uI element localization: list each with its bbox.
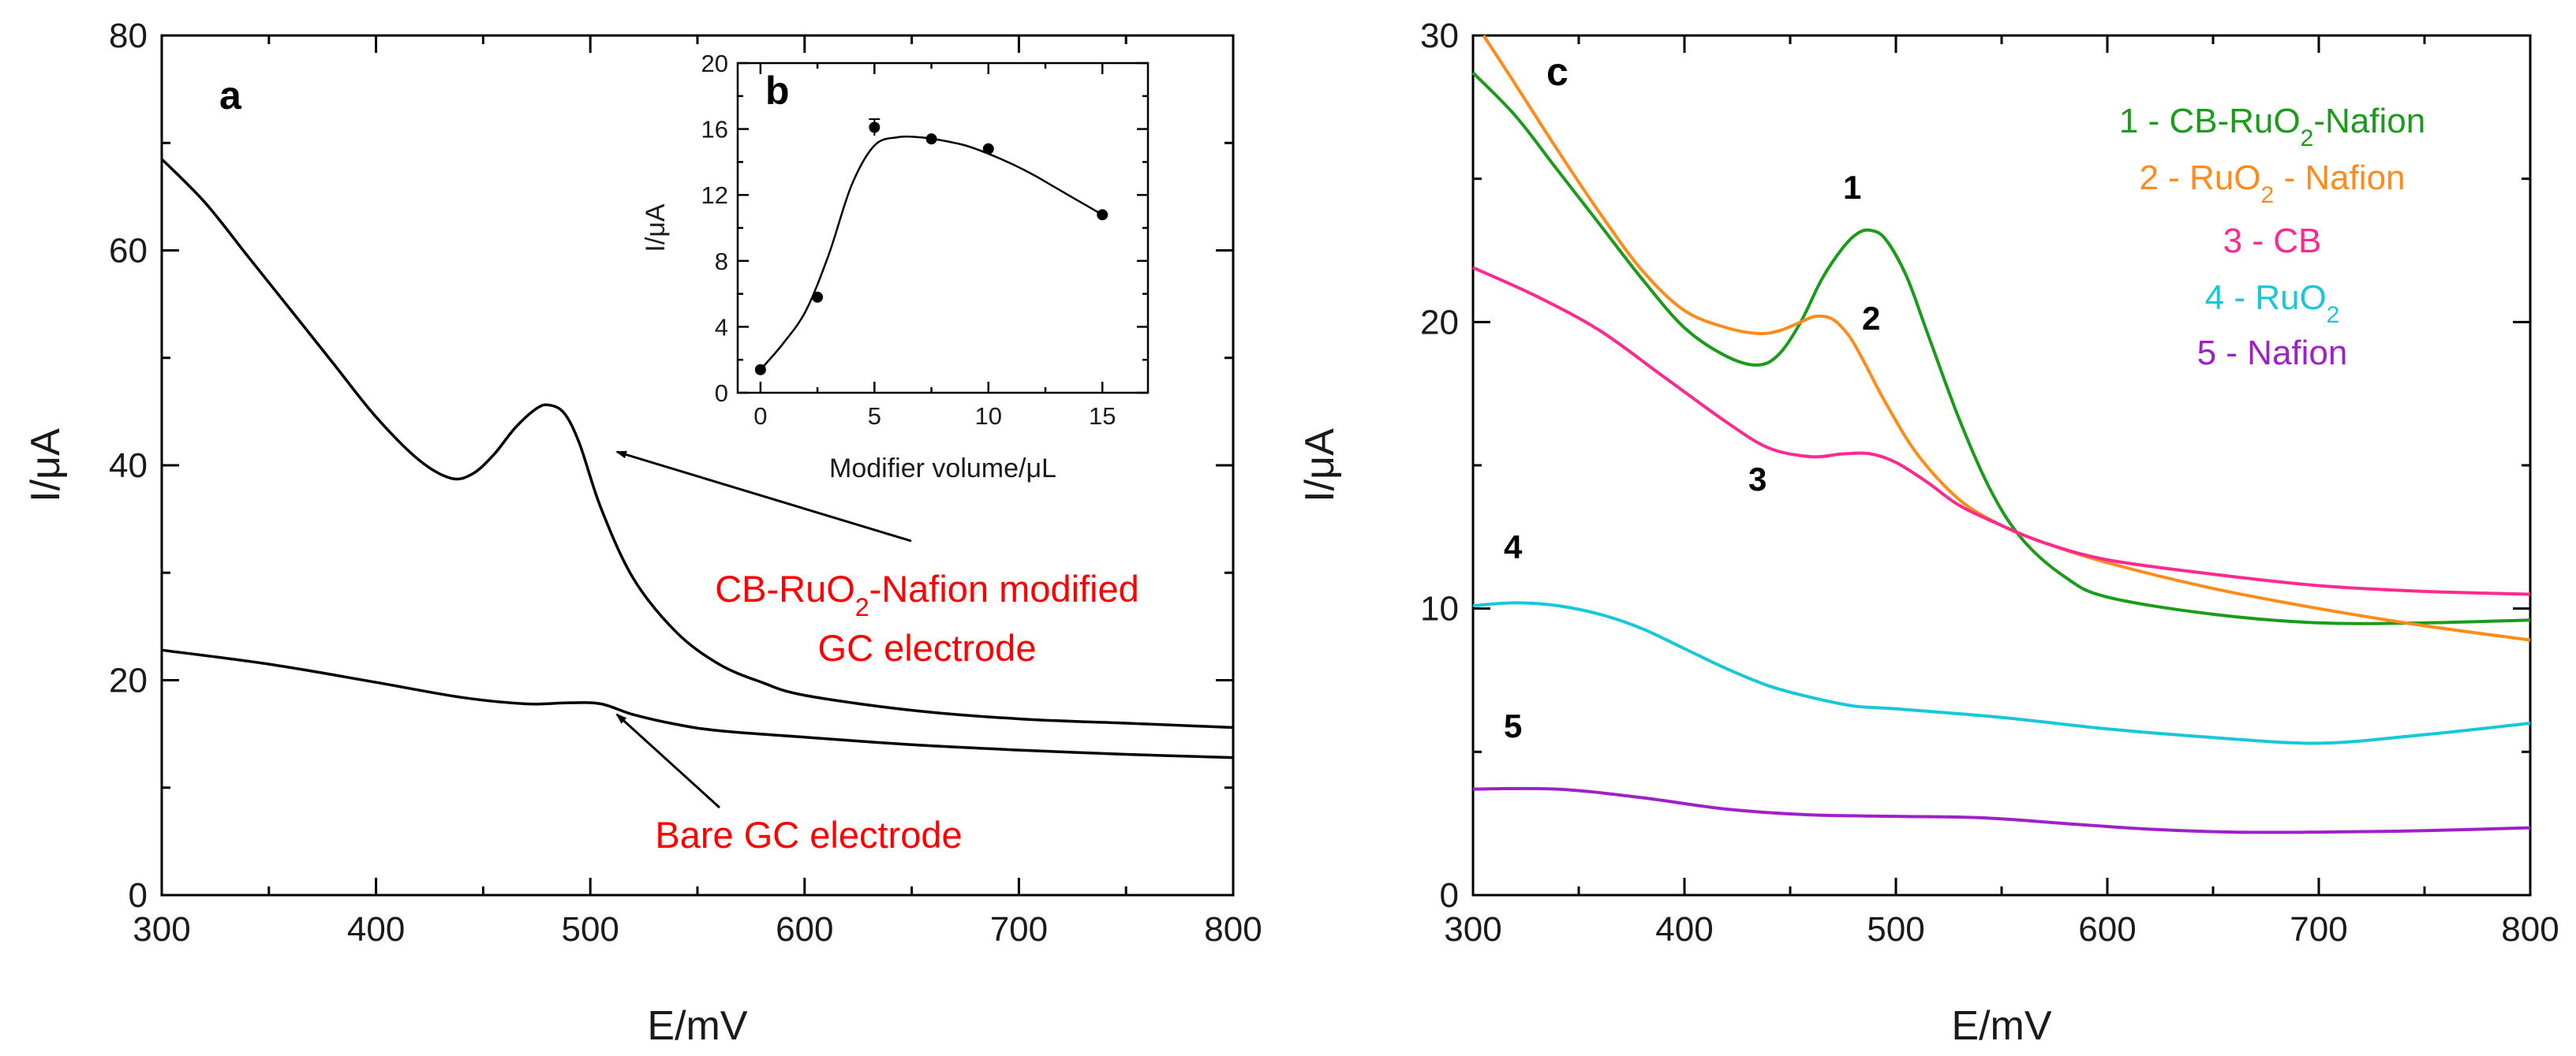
annotation-part: CB-RuO bbox=[715, 568, 855, 610]
series-line-1 bbox=[1471, 71, 2531, 625]
legend-part: 3 - CB bbox=[2223, 222, 2322, 260]
y-tick-label: 80 bbox=[109, 17, 148, 55]
series-line-2 bbox=[1482, 34, 2531, 642]
x-tick-label: 800 bbox=[2501, 910, 2559, 949]
panel-a-arrow-modified bbox=[615, 450, 912, 543]
y-tick-label: 20 bbox=[1420, 303, 1459, 341]
curve-label-5: 5 bbox=[1504, 707, 1522, 744]
legend-entry-4: 4 - RuO2 bbox=[2205, 278, 2340, 328]
legend-part: - Nafion bbox=[2274, 159, 2405, 197]
x-tick-label: 0 bbox=[753, 402, 767, 430]
x-tick-label: 400 bbox=[347, 910, 405, 949]
x-tick-label: 300 bbox=[133, 910, 190, 949]
x-tick-label: 15 bbox=[1089, 402, 1116, 430]
panel-b-frame bbox=[736, 62, 1150, 394]
y-tick-label: 30 bbox=[1420, 17, 1459, 55]
x-tick-label: 600 bbox=[776, 910, 833, 949]
curve-label-1: 1 bbox=[1843, 169, 1861, 206]
panel-b-ylabel: I/μA bbox=[641, 203, 671, 252]
panel-a-annotation-bare-gc: Bare GC electrode bbox=[655, 814, 962, 856]
y-tick-label: 60 bbox=[109, 232, 148, 271]
inset-data-point bbox=[869, 121, 880, 133]
series-line-5 bbox=[1472, 786, 2531, 834]
legend-part: -Nafion bbox=[2313, 102, 2425, 140]
legend-entry-5: 5 - Nafion bbox=[2197, 334, 2348, 372]
panel-a-ylabel: I/μA bbox=[23, 428, 69, 502]
legend-sub: 2 bbox=[2261, 182, 2275, 208]
panel-c-ylabel: I/μA bbox=[1297, 428, 1343, 502]
inset-data-point bbox=[812, 291, 824, 303]
y-tick-label: 12 bbox=[701, 181, 728, 209]
y-tick-label: 4 bbox=[715, 313, 728, 341]
x-tick-label: 700 bbox=[990, 910, 1048, 949]
panel-a-annotation-cb-ruo2: CB-RuO2-Nafion modified bbox=[715, 568, 1139, 621]
legend-entry-1: 1 - CB-RuO2-Nafion bbox=[2119, 102, 2425, 151]
curve-label-3: 3 bbox=[1748, 461, 1767, 498]
inset-data-point bbox=[1097, 209, 1109, 221]
panel-b-inset: 0 5 10 15 0 4 8 12 16 20 b Modifier volume/μL I/μ… bbox=[641, 50, 1150, 483]
legend-part: 4 - RuO bbox=[2205, 278, 2327, 317]
panel-b-xlabel: Modifier volume/μL bbox=[829, 453, 1056, 483]
panel-c-letter: c bbox=[1546, 50, 1568, 94]
panel-c: 300 400 500 600 700 800 0 10 20 30 c E/mV I/μA 1 … bbox=[1297, 17, 2559, 1049]
x-tick-label: 700 bbox=[2290, 910, 2347, 949]
x-tick-label: 400 bbox=[1655, 910, 1713, 949]
y-tick-label: 10 bbox=[1420, 590, 1459, 629]
x-tick-label: 300 bbox=[1444, 910, 1501, 949]
legend-entry-3: 3 - CB bbox=[2223, 222, 2322, 260]
curve-label-4: 4 bbox=[1504, 528, 1523, 565]
legend-part: 5 - Nafion bbox=[2197, 334, 2348, 372]
panel-c-xlabel: E/mV bbox=[1951, 1003, 2051, 1049]
panel-a-xlabel: E/mV bbox=[647, 1003, 747, 1049]
y-tick-label: 0 bbox=[1440, 876, 1459, 915]
panel-a-series bbox=[160, 158, 1234, 759]
panel-c-ticks: 300 400 500 600 700 800 0 10 20 30 bbox=[1420, 17, 2559, 949]
curve-label-2: 2 bbox=[1862, 300, 1880, 337]
x-tick-label: 800 bbox=[1204, 910, 1262, 949]
annotation-sub: 2 bbox=[855, 593, 869, 621]
panel-a-arrow-bare bbox=[615, 713, 721, 809]
panel-b-letter: b bbox=[765, 69, 790, 113]
legend-sub: 2 bbox=[2301, 125, 2314, 151]
series-line-1 bbox=[160, 158, 1234, 729]
y-tick-label: 8 bbox=[715, 248, 728, 275]
y-tick-label: 0 bbox=[715, 379, 728, 407]
y-tick-label: 40 bbox=[109, 446, 148, 485]
panel-c-series bbox=[1471, 34, 2531, 834]
series-line-4 bbox=[1472, 601, 2531, 745]
y-tick-label: 16 bbox=[701, 116, 728, 144]
series-line-2 bbox=[161, 648, 1234, 759]
legend-part: 2 - RuO bbox=[2139, 159, 2260, 197]
legend-part: 1 - CB-RuO bbox=[2119, 102, 2301, 140]
panel-b-series bbox=[754, 118, 1109, 375]
legend-entry-2: 2 - RuO2 - Nafion bbox=[2139, 159, 2405, 208]
panel-a-letter: a bbox=[219, 73, 242, 118]
legend-sub: 2 bbox=[2327, 302, 2340, 328]
inset-data-point bbox=[754, 364, 766, 375]
panel-b-ticks: 0 5 10 15 0 4 8 12 16 20 bbox=[701, 50, 1148, 430]
x-tick-label: 5 bbox=[868, 402, 881, 430]
panel-a-annotation-cb-ruo2-line2: GC electrode bbox=[818, 627, 1037, 669]
y-tick-label: 20 bbox=[109, 662, 148, 700]
inset-data-point bbox=[982, 143, 994, 155]
annotation-part: -Nafion modified bbox=[869, 568, 1139, 610]
series-line-3 bbox=[1472, 266, 2531, 596]
x-tick-label: 500 bbox=[561, 910, 619, 949]
x-tick-label: 500 bbox=[1867, 910, 1924, 949]
y-tick-label: 0 bbox=[129, 876, 148, 915]
inset-data-point bbox=[925, 133, 937, 145]
y-tick-label: 20 bbox=[701, 50, 728, 77]
x-tick-label: 600 bbox=[2078, 910, 2136, 949]
x-tick-label: 10 bbox=[975, 402, 1002, 430]
panel-c-legend: 1 - CB-RuO2-Nafion 2 - RuO2 - Nafion 3 -… bbox=[2119, 102, 2425, 372]
